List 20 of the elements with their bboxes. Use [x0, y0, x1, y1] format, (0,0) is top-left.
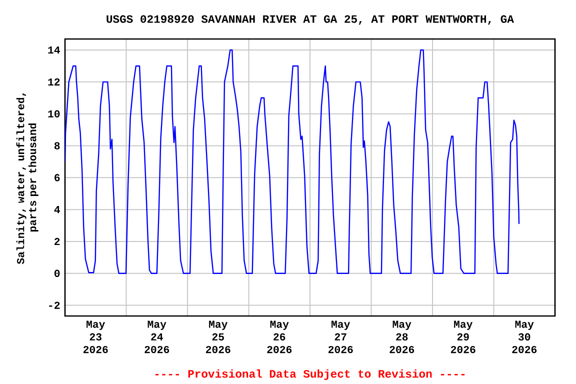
y-axis-title: Salinity, water, unfiltered, parts per thousand: [16, 93, 38, 264]
y-tick-label: 10: [48, 110, 60, 118]
y-tick-label: 8: [54, 142, 60, 150]
x-tick-label: May 23 2026: [83, 320, 108, 353]
y-tick-label: 2: [54, 238, 60, 245]
x-tick-label: May 29 2026: [450, 320, 476, 353]
x-tick-label: May 26 2026: [267, 320, 292, 353]
y-tick-label: 12: [48, 78, 60, 86]
x-tick-label: May 24 2026: [144, 320, 170, 353]
chart-title: USGS 02198920 SAVANNAH RIVER AT GA 25, AT PORT WENTWORTH, GA: [106, 15, 514, 25]
x-tick-label: May 25 2026: [206, 320, 230, 353]
x-tick-label: May 28 2026: [390, 320, 414, 353]
y-tick-label: 4: [54, 206, 60, 213]
y-tick-label: -2: [49, 302, 60, 309]
x-tick-label: May 27 2026: [328, 320, 353, 353]
y-tick-label: 6: [54, 174, 60, 182]
y-tick-label: 0: [54, 270, 60, 277]
text: ---- Provisional Data Subject to Revision ----: [155, 369, 465, 380]
x-tick-label: May 30 2026: [512, 320, 537, 353]
y-tick-label: 14: [48, 46, 60, 54]
